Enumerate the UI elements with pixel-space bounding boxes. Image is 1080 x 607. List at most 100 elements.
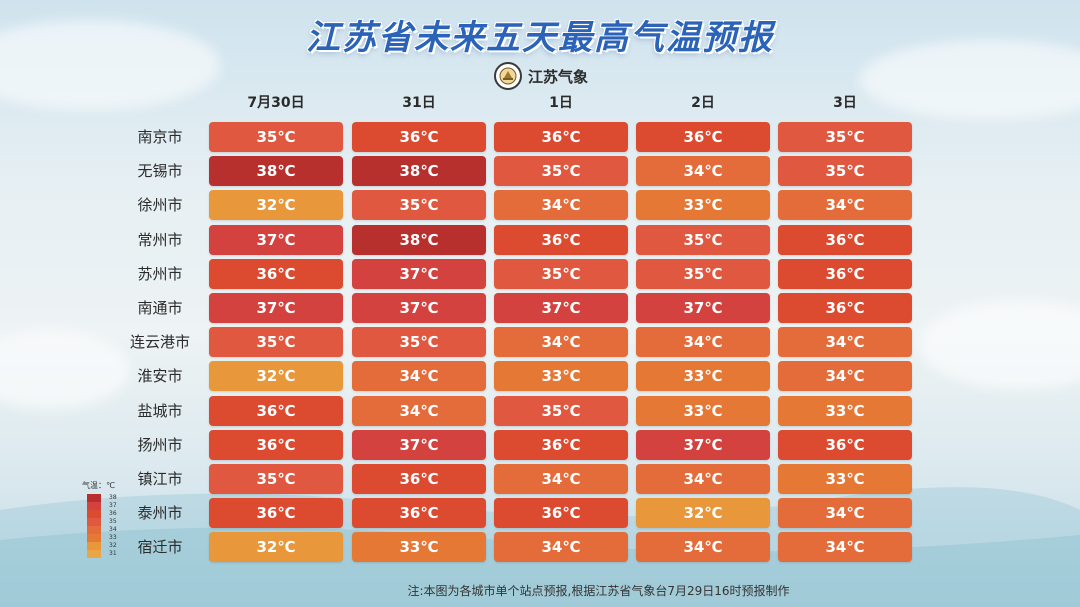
temperature-cell: 37℃: [209, 293, 343, 323]
temperature-cell: 36℃: [778, 225, 912, 255]
weather-bureau-logo-icon: [494, 62, 522, 90]
temperature-cell: 37℃: [352, 259, 486, 289]
temperature-cell: 32℃: [636, 498, 770, 528]
temperature-cell: 33℃: [494, 361, 628, 391]
temperature-cell: 34℃: [636, 464, 770, 494]
temperature-cell: 36℃: [494, 225, 628, 255]
temperature-cell: 35℃: [494, 396, 628, 426]
legend-level-label: 31: [109, 550, 117, 557]
logo: 江苏气象: [494, 61, 588, 91]
legend-level-label: 37: [109, 502, 117, 509]
legend-swatch: [87, 510, 101, 518]
city-label: 常州市: [137, 231, 183, 249]
temperature-cell: 35℃: [778, 156, 912, 186]
temperature-cell: 32℃: [209, 532, 343, 562]
temperature-cell: 33℃: [636, 361, 770, 391]
city-label: 徐州市: [137, 196, 183, 214]
temperature-cell: 36℃: [494, 122, 628, 152]
legend-swatch: [87, 494, 101, 502]
temperature-cell: 36℃: [352, 122, 486, 152]
temperature-cell: 35℃: [778, 122, 912, 152]
legend-swatch: [87, 518, 101, 526]
city-label: 镇江市: [137, 470, 183, 488]
temperature-cell: 36℃: [209, 430, 343, 460]
temperature-cell: 37℃: [352, 293, 486, 323]
legend-swatch: [87, 542, 101, 550]
temperature-cell: 34℃: [494, 532, 628, 562]
legend-swatch: [87, 534, 101, 542]
legend-swatch: [87, 550, 101, 558]
temperature-cell: 35℃: [209, 122, 343, 152]
legend-swatch: [87, 526, 101, 534]
city-label: 无锡市: [137, 162, 183, 180]
temperature-cell: 35℃: [209, 327, 343, 357]
temperature-cell: 34℃: [778, 361, 912, 391]
day-header: 1日: [549, 95, 573, 111]
logo-text: 江苏气象: [528, 67, 589, 86]
temperature-cell: 36℃: [352, 464, 486, 494]
city-label: 南京市: [137, 128, 183, 146]
temperature-cell: 35℃: [494, 259, 628, 289]
temperature-cell: 33℃: [636, 190, 770, 220]
city-label: 扬州市: [137, 436, 183, 454]
day-header-row: 7月30日 31日 1日 2日 3日: [0, 92, 1080, 116]
temperature-legend: 气温：℃ 38 37 36 35 34 33 32 31: [82, 480, 142, 558]
temperature-cell: 36℃: [209, 498, 343, 528]
temperature-cell: 36℃: [778, 293, 912, 323]
city-label: 南通市: [137, 299, 183, 317]
temperature-cell: 34℃: [778, 498, 912, 528]
temperature-cell: 34℃: [778, 532, 912, 562]
temperature-cell: 35℃: [352, 327, 486, 357]
temperature-cell: 35℃: [636, 259, 770, 289]
temperature-cell: 34℃: [778, 190, 912, 220]
temperature-cell: 33℃: [352, 532, 486, 562]
temperature-cell: 33℃: [778, 396, 912, 426]
legend-color-bar: 38 37 36 35 34 33 32 31: [87, 494, 117, 558]
temperature-cell: 36℃: [778, 430, 912, 460]
temperature-cell: 38℃: [352, 225, 486, 255]
day-header: 2日: [691, 95, 715, 111]
city-label: 淮安市: [137, 367, 183, 385]
temperature-cell: 36℃: [209, 259, 343, 289]
temperature-cell: 35℃: [494, 156, 628, 186]
temperature-cell: 36℃: [778, 259, 912, 289]
temperature-cell: 32℃: [209, 361, 343, 391]
temperature-cell: 36℃: [494, 430, 628, 460]
legend-level-label: 33: [109, 534, 117, 541]
temperature-cell: 37℃: [209, 225, 343, 255]
temperature-cell: 33℃: [636, 396, 770, 426]
day-header: 3日: [833, 95, 857, 111]
temperature-cell: 34℃: [778, 327, 912, 357]
temperature-cell: 34℃: [494, 190, 628, 220]
day-header: 7月30日: [247, 95, 305, 111]
temperature-cell: 34℃: [352, 396, 486, 426]
legend-level-label: 36: [109, 510, 117, 517]
temperature-cell: 36℃: [209, 396, 343, 426]
city-label: 宿迁市: [137, 538, 183, 556]
city-label: 盐城市: [137, 402, 183, 420]
legend-level-label: 34: [109, 526, 117, 533]
temperature-cell: 32℃: [209, 190, 343, 220]
footnote: 注:本图为各城市单个站点预报,根据江苏省气象台7月29日16时预报制作: [407, 584, 790, 598]
legend-level-label: 38: [109, 494, 117, 501]
temperature-cell: 38℃: [209, 156, 343, 186]
temperature-cell: 37℃: [636, 293, 770, 323]
temperature-cell: 33℃: [778, 464, 912, 494]
temperature-cell: 37℃: [494, 293, 628, 323]
temperature-cell: 36℃: [636, 122, 770, 152]
legend-level-label: 35: [109, 518, 117, 525]
temperature-cell: 37℃: [352, 430, 486, 460]
day-header: 31日: [402, 95, 436, 111]
temperature-cell: 34℃: [352, 361, 486, 391]
temperature-cell: 34℃: [636, 532, 770, 562]
city-label: 连云港市: [129, 333, 190, 351]
temperature-cell: 37℃: [636, 430, 770, 460]
legend-title: 气温：℃: [82, 481, 115, 490]
temperature-cell: 38℃: [352, 156, 486, 186]
temperature-cell: 34℃: [494, 464, 628, 494]
temperature-cell: 34℃: [636, 327, 770, 357]
city-label: 苏州市: [137, 265, 183, 283]
legend-swatch: [87, 502, 101, 510]
temperature-cell: 36℃: [352, 498, 486, 528]
temperature-cell: 35℃: [636, 225, 770, 255]
